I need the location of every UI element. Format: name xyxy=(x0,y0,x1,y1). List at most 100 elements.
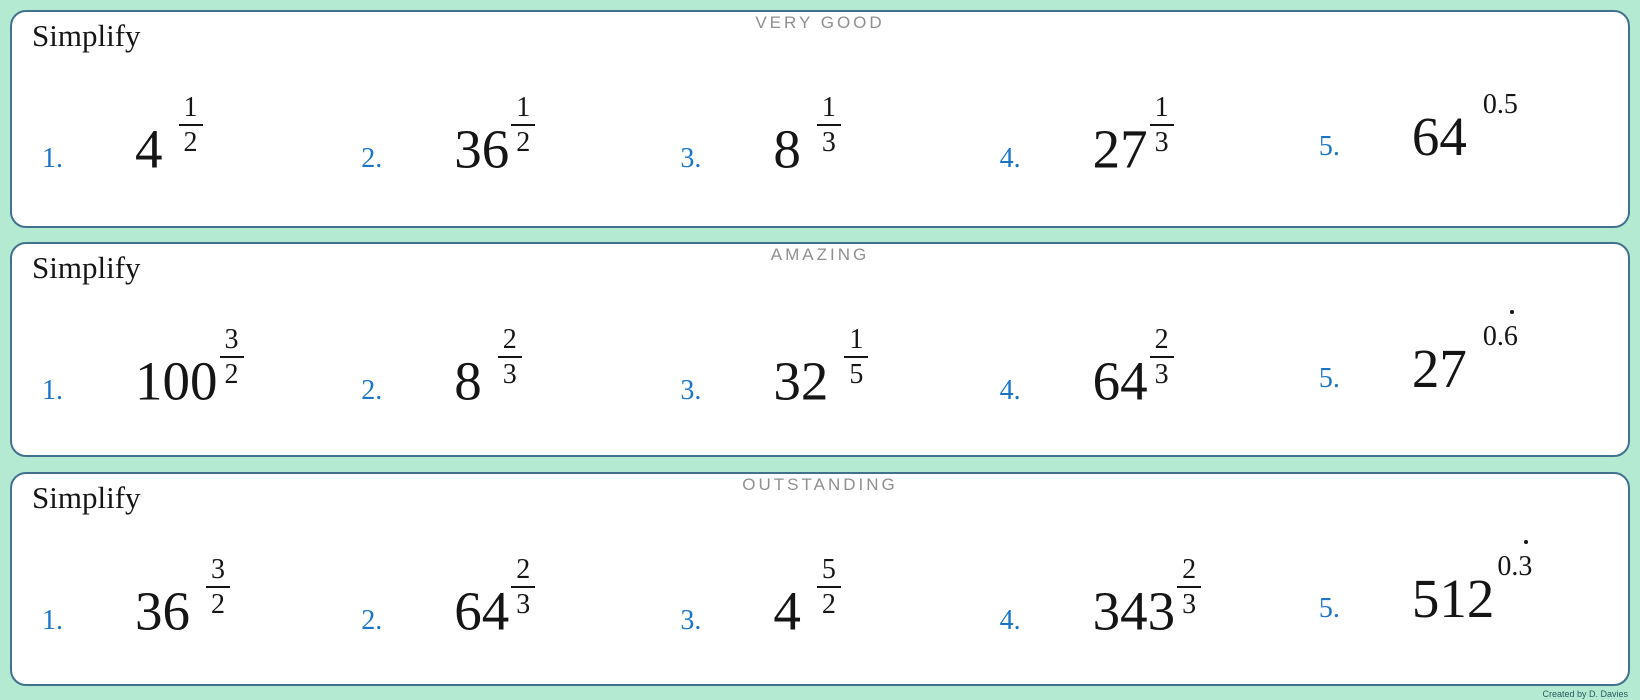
math-expression: 32 1 5 xyxy=(773,325,869,412)
problem: 4. 27 1 3 xyxy=(980,93,1299,180)
decimal-exponent: 0.5 xyxy=(1482,89,1518,120)
base-number: 512 xyxy=(1411,568,1495,629)
fraction-numerator: 2 xyxy=(497,325,522,359)
panel-title: Simplify xyxy=(32,250,141,285)
base-number: 64 xyxy=(1092,350,1148,412)
math-expression: 270.6 xyxy=(1411,310,1518,399)
fraction-denominator: 3 xyxy=(821,127,836,159)
base-number: 343 xyxy=(1092,580,1176,642)
problem-number: 2. xyxy=(361,605,383,637)
fraction-numerator: 1 xyxy=(816,93,841,127)
decimal-exponent: 0.3 xyxy=(1497,540,1532,582)
problem-number: 1. xyxy=(42,143,63,175)
panel-header-label: VERY GOOD xyxy=(755,13,885,32)
problem: 3. 32 1 5 xyxy=(660,325,979,412)
math-expression: 64 2 3 xyxy=(1092,325,1174,412)
math-expression: 36 1 2 xyxy=(454,93,536,180)
problem: 2. 8 2 3 xyxy=(341,325,660,412)
credit-text: Created by D. Davies xyxy=(1542,689,1628,699)
panel-very-good: VERY GOOD Simplify 1. 4 1 2 2. 36 1 2 3. 8 1 3 4. 27 1… xyxy=(10,10,1630,228)
recurring-digit: 3 xyxy=(1518,540,1532,582)
panel-header-label: AMAZING xyxy=(770,245,870,264)
base-number: 4 xyxy=(135,118,163,180)
fraction-numerator: 1 xyxy=(844,325,869,359)
base-number: 100 xyxy=(135,350,218,412)
math-expression: 343 2 3 xyxy=(1092,555,1202,642)
panel-header-label: OUTSTANDING xyxy=(742,475,898,494)
base-number: 4 xyxy=(773,580,801,642)
panel-outstanding: OUTSTANDING Simplify 1. 36 3 2 2. 64 2 3 3. 4 5 2 4.… xyxy=(10,472,1630,686)
fraction-denominator: 3 xyxy=(1154,359,1169,391)
problem-number: 1. xyxy=(42,605,63,637)
fraction-denominator: 2 xyxy=(224,359,239,391)
fraction-denominator: 3 xyxy=(502,359,517,391)
problem-number: 5. xyxy=(1318,363,1340,394)
panel-title: Simplify xyxy=(32,18,141,53)
fraction-denominator: 2 xyxy=(516,127,531,159)
problem: 1. 4 1 2 xyxy=(22,93,341,180)
math-expression: 640.5 xyxy=(1411,91,1518,167)
problem-number: 3. xyxy=(680,375,702,407)
base-number: 36 xyxy=(135,580,190,642)
fraction-denominator: 2 xyxy=(821,589,836,621)
recurring-dot-icon xyxy=(1509,310,1514,314)
problem-number: 4. xyxy=(999,143,1021,175)
base-number: 64 xyxy=(454,580,510,642)
math-expression: 100 3 2 xyxy=(135,325,244,412)
problem: 5. 270.6 xyxy=(1299,310,1618,408)
fraction-numerator: 2 xyxy=(511,555,536,589)
problem-number: 3. xyxy=(680,605,702,637)
problem: 1. 100 3 2 xyxy=(22,325,341,412)
problem-number: 5. xyxy=(1318,131,1340,162)
math-expression: 5120.3 xyxy=(1411,540,1532,629)
fraction-numerator: 2 xyxy=(1177,555,1202,589)
base-number: 27 xyxy=(1092,118,1148,180)
fraction-numerator: 1 xyxy=(1149,93,1174,127)
problem-number: 4. xyxy=(999,375,1021,407)
base-number: 36 xyxy=(454,118,510,180)
fraction-numerator: 3 xyxy=(206,555,230,589)
problem-number: 2. xyxy=(361,375,383,407)
base-number: 8 xyxy=(454,350,482,412)
fraction-denominator: 3 xyxy=(516,589,531,621)
base-number: 27 xyxy=(1411,338,1467,399)
base-number: 32 xyxy=(773,350,829,412)
fraction-denominator: 3 xyxy=(1154,127,1169,159)
problem: 4. 343 2 3 xyxy=(980,555,1299,642)
math-expression: 27 1 3 xyxy=(1092,93,1174,180)
problem: 4. 64 2 3 xyxy=(980,325,1299,412)
problem: 5. 5120.3 xyxy=(1299,540,1618,638)
problem: 3. 8 1 3 xyxy=(660,93,979,180)
base-number: 64 xyxy=(1411,106,1467,167)
recurring-digit: 6 xyxy=(1504,310,1518,352)
math-expression: 64 2 3 xyxy=(454,555,536,642)
base-number: 8 xyxy=(773,118,801,180)
problem: 1. 36 3 2 xyxy=(22,555,341,642)
problem-number: 5. xyxy=(1318,593,1340,624)
math-expression: 36 3 2 xyxy=(135,555,230,642)
problem-number: 4. xyxy=(999,605,1021,637)
problem: 5. 640.5 xyxy=(1299,91,1618,176)
fraction-numerator: 2 xyxy=(1149,325,1174,359)
problem-number: 1. xyxy=(42,375,63,407)
decimal-exponent: 0.6 xyxy=(1483,310,1518,352)
problem-number: 3. xyxy=(680,143,702,175)
fraction-numerator: 3 xyxy=(219,325,244,359)
panel-title: Simplify xyxy=(32,480,141,515)
problems-row: 1. 36 3 2 2. 64 2 3 3. 4 5 2 4. 343 2 3 5. 5120.3 xyxy=(22,540,1618,642)
fraction-numerator: 5 xyxy=(816,555,841,589)
